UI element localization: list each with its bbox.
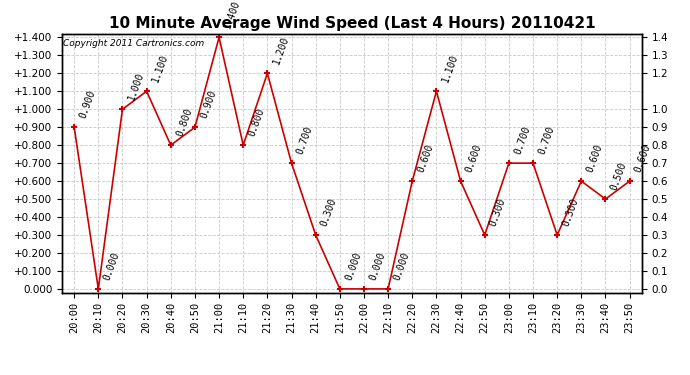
Text: 1.200: 1.200 [271,35,290,66]
Text: 0.600: 0.600 [416,143,435,174]
Text: 0.700: 0.700 [513,125,532,156]
Text: 0.900: 0.900 [78,89,97,120]
Text: 0.700: 0.700 [537,125,556,156]
Text: 1.400: 1.400 [223,0,242,30]
Text: 0.300: 0.300 [319,197,339,228]
Text: 0.000: 0.000 [344,251,363,282]
Text: 1.000: 1.000 [126,71,146,102]
Text: 0.000: 0.000 [368,251,387,282]
Text: 0.300: 0.300 [489,197,508,228]
Text: 0.800: 0.800 [175,107,194,138]
Title: 10 Minute Average Wind Speed (Last 4 Hours) 20110421: 10 Minute Average Wind Speed (Last 4 Hou… [108,16,595,31]
Text: 0.300: 0.300 [561,197,580,228]
Text: 0.900: 0.900 [199,89,218,120]
Text: 0.600: 0.600 [464,143,484,174]
Text: 0.500: 0.500 [609,161,629,192]
Text: 0.600: 0.600 [633,143,653,174]
Text: 1.100: 1.100 [150,53,170,84]
Text: 1.100: 1.100 [440,53,460,84]
Text: 0.800: 0.800 [247,107,266,138]
Text: 0.600: 0.600 [585,143,604,174]
Text: 0.700: 0.700 [295,125,315,156]
Text: Copyright 2011 Cartronics.com: Copyright 2011 Cartronics.com [63,39,204,48]
Text: 0.000: 0.000 [392,251,411,282]
Text: 0.000: 0.000 [102,251,121,282]
